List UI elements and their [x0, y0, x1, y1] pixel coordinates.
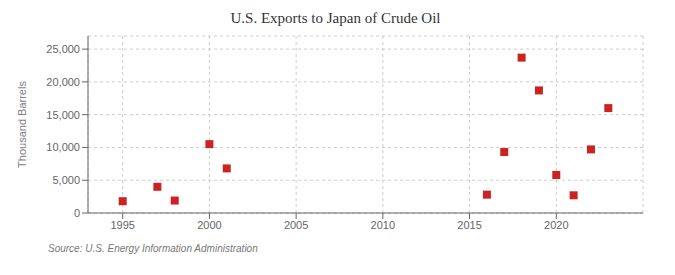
html-text:U.S. Exports to Japan of Crude: U.S. Exports to Japan of Crude Oil — [230, 10, 441, 26]
svg-text:2000: 2000 — [197, 219, 221, 231]
svg-text:Thousand Barrels: Thousand Barrels — [16, 81, 28, 168]
svg-text:5,000: 5,000 — [52, 174, 80, 186]
svg-text:2015: 2015 — [457, 219, 481, 231]
svg-text:10,000: 10,000 — [46, 141, 80, 153]
svg-text:20,000: 20,000 — [46, 76, 80, 88]
svg-text:15,000: 15,000 — [46, 109, 80, 121]
svg-text:1995: 1995 — [110, 219, 134, 231]
svg-text:0: 0 — [74, 207, 80, 219]
svg-text:2020: 2020 — [544, 219, 568, 231]
html-text:Source: U.S. Energy Informatio: Source: U.S. Energy Information Administ… — [48, 243, 258, 254]
svg-text:25,000: 25,000 — [46, 43, 80, 55]
svg-text:2010: 2010 — [371, 219, 395, 231]
svg-text:2005: 2005 — [284, 219, 308, 231]
